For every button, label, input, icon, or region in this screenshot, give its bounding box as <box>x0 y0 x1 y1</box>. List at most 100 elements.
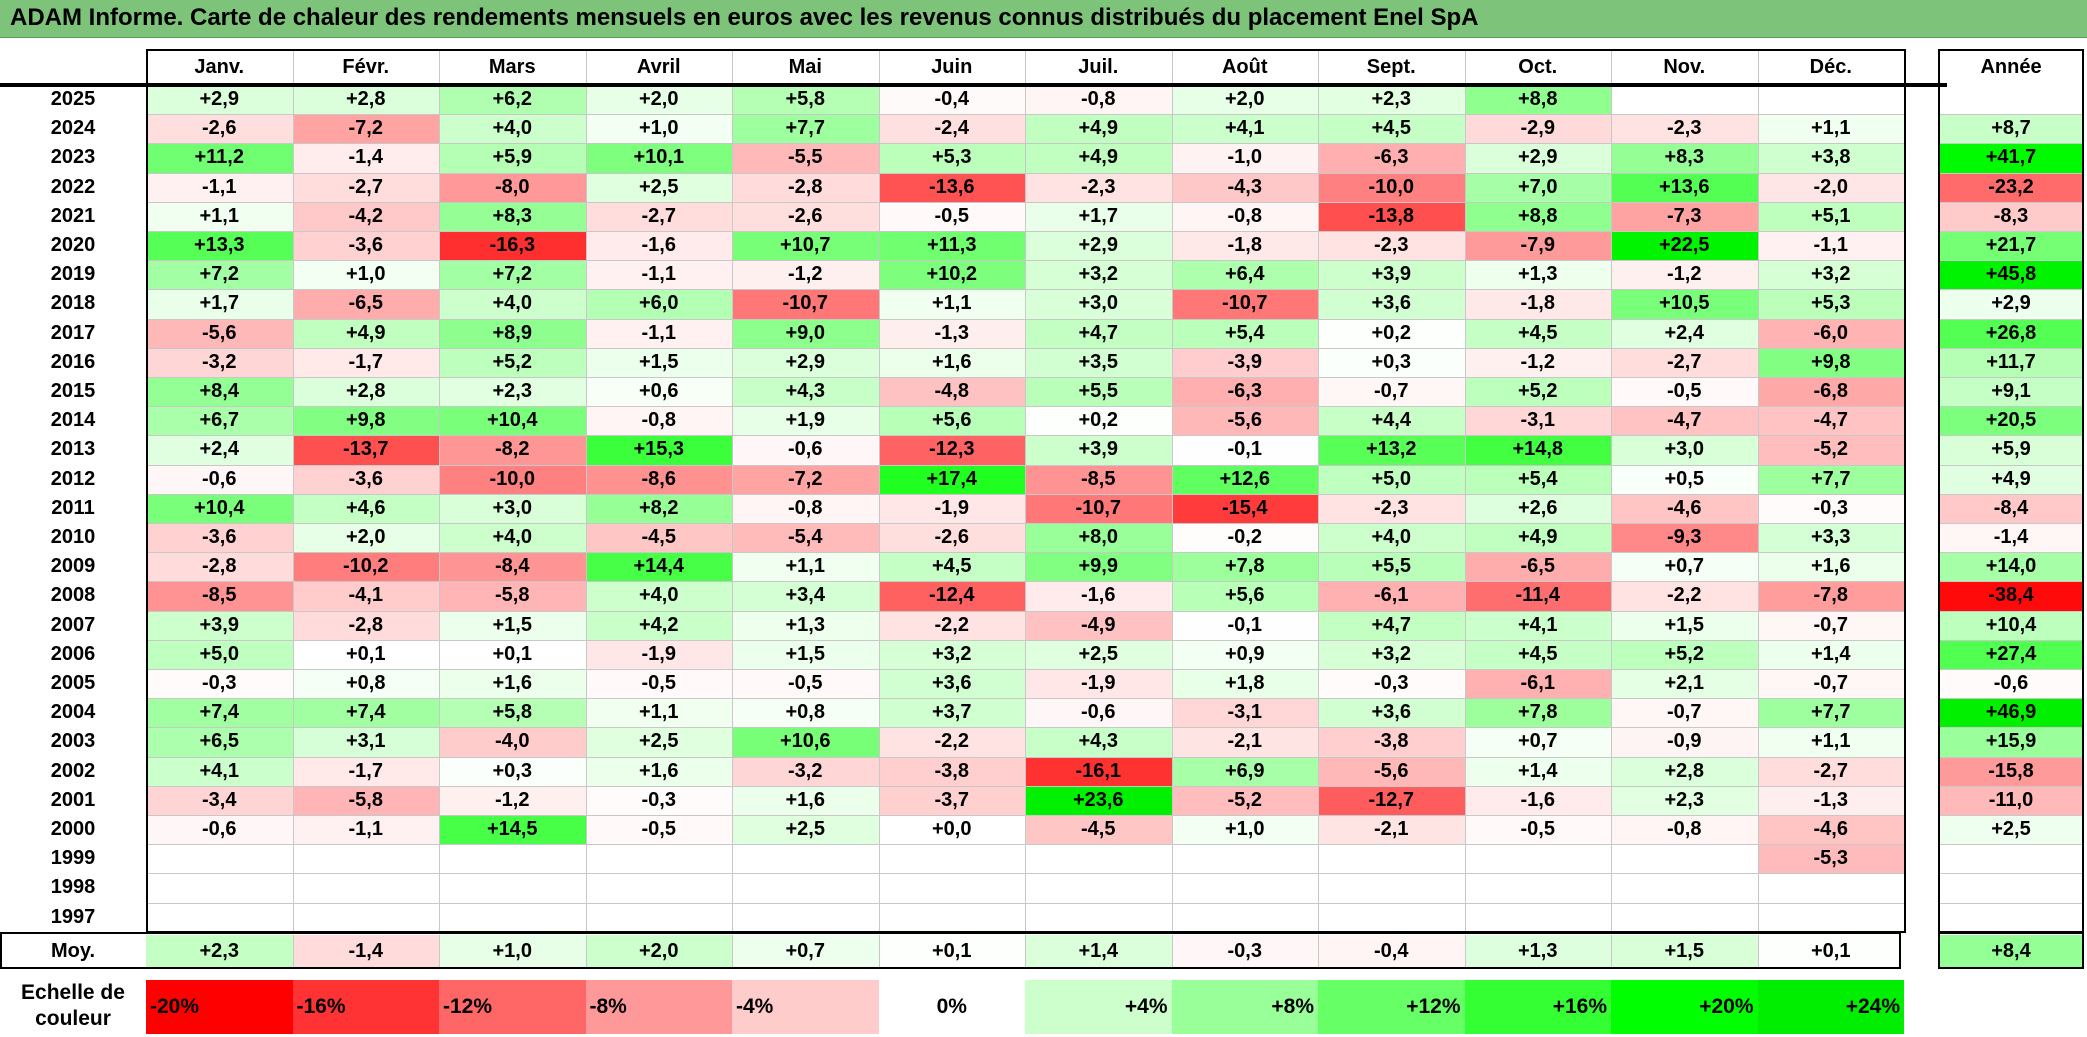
row-year-label: 2017 <box>50 321 96 344</box>
heatmap-cell: +2,8 <box>292 377 439 407</box>
heatmap-cell: -1,1 <box>585 260 732 290</box>
month-header-6: Juin <box>931 56 973 78</box>
heatmap-cell: +8,4 <box>146 377 293 407</box>
heatmap-cell: -6,5 <box>1464 552 1611 582</box>
column-divider <box>439 51 440 932</box>
heatmap-cell: +8,8 <box>1464 201 1611 231</box>
heatmap-cell <box>732 902 879 932</box>
heatmap-cell <box>292 902 439 932</box>
heatmap-cell <box>732 873 879 903</box>
heatmap-cell: +3,5 <box>1025 347 1172 377</box>
column-divider <box>732 51 733 932</box>
heatmap-cell: +23,6 <box>1025 785 1172 815</box>
column-divider <box>1611 51 1612 932</box>
heatmap-cell: +0,6 <box>585 377 732 407</box>
heatmap-cell: +4,7 <box>1025 318 1172 348</box>
heatmap-cell: +2,0 <box>292 523 439 553</box>
annual-cell <box>1938 902 2084 932</box>
heatmap-cell: -7,8 <box>1757 581 1904 611</box>
heatmap-cell <box>585 873 732 903</box>
heatmap-cell <box>146 844 293 874</box>
row-divider <box>1938 493 2084 495</box>
color-scale-swatch: -12% <box>439 980 586 1034</box>
heatmap-cell: -1,4 <box>292 143 439 173</box>
row-divider <box>1938 231 2084 232</box>
heatmap-cell: -0,8 <box>1171 201 1318 231</box>
heatmap-cell: +4,7 <box>1318 610 1465 640</box>
heatmap-cell: -0,9 <box>1611 727 1758 757</box>
annual-cell: -8,4 <box>1938 493 2084 523</box>
heatmap-cell: +5,4 <box>1171 318 1318 348</box>
heatmap-cell: -0,5 <box>732 669 879 699</box>
heatmap-cell: -8,5 <box>1025 464 1172 494</box>
heatmap-cell: +17,4 <box>878 464 1025 494</box>
heatmap-cell <box>439 873 586 903</box>
heatmap-cell: +5,3 <box>1757 289 1904 319</box>
row-divider <box>1938 523 2084 524</box>
heatmap-cell <box>585 902 732 932</box>
heatmap-cell: +3,3 <box>1757 523 1904 553</box>
heatmap-cell: -0,5 <box>1464 815 1611 845</box>
heatmap-cell: +5,0 <box>1318 464 1465 494</box>
row-divider <box>1938 815 2084 816</box>
heatmap-cell: -10,0 <box>439 464 586 494</box>
heatmap-cell: -8,0 <box>439 172 586 202</box>
heatmap-cell: -0,6 <box>1025 698 1172 728</box>
heatmap-cell: -2,7 <box>585 201 732 231</box>
heatmap-cell: -0,3 <box>1318 669 1465 699</box>
heatmap-cell: -3,8 <box>1318 727 1465 757</box>
heatmap-cell: +5,0 <box>146 639 293 669</box>
heatmap-cell: -2,8 <box>732 172 879 202</box>
heatmap-cell: +5,8 <box>439 698 586 728</box>
row-year-label: 2024 <box>50 117 96 140</box>
heatmap-cell: +2,9 <box>1025 231 1172 261</box>
heatmap-cell: +0,2 <box>1025 406 1172 436</box>
heatmap-cell: -8,6 <box>585 464 732 494</box>
heatmap-cell: +5,6 <box>1171 581 1318 611</box>
heatmap-cell: -0,7 <box>1611 698 1758 728</box>
heatmap-cell: +8,3 <box>1611 143 1758 173</box>
annual-cell: +21,7 <box>1938 231 2084 261</box>
heatmap-cell: -2,8 <box>292 610 439 640</box>
row-divider <box>1938 844 2084 846</box>
heatmap-cell: -0,5 <box>585 815 732 845</box>
heatmap-cell: -1,1 <box>585 318 732 348</box>
heatmap-cell: -0,8 <box>732 493 879 523</box>
heatmap-cell: -5,3 <box>1757 844 1904 874</box>
row-year-label: 2010 <box>50 526 96 549</box>
heatmap-cell: +1,1 <box>146 201 293 231</box>
annual-cell: -38,4 <box>1938 581 2084 611</box>
heatmap-cell: +3,9 <box>1318 260 1465 290</box>
heatmap-cell: -10,7 <box>1171 289 1318 319</box>
annual-cell: +20,5 <box>1938 406 2084 436</box>
heatmap-cell: +7,7 <box>1757 698 1904 728</box>
heatmap-cell: +1,9 <box>732 406 879 436</box>
heatmap-cell: +7,2 <box>439 260 586 290</box>
column-divider <box>878 935 880 967</box>
color-scale-swatch: +20% <box>1611 980 1758 1034</box>
row-year-label: 2022 <box>50 175 96 198</box>
heatmap-cell: -2,6 <box>732 201 879 231</box>
heatmap-cell: +3,4 <box>732 581 879 611</box>
column-divider <box>292 51 294 932</box>
row-year-label: 2005 <box>50 672 96 695</box>
heatmap-cell: -1,6 <box>1025 581 1172 611</box>
heatmap-cell: +2,9 <box>732 347 879 377</box>
heatmap-cell: -5,6 <box>1171 406 1318 436</box>
row-divider <box>1938 143 2084 145</box>
heatmap-cell: -2,0 <box>1757 172 1904 202</box>
heatmap-cell: +5,5 <box>1318 552 1465 582</box>
average-cell: +1,4 <box>1025 935 1172 967</box>
heatmap-cell: +10,7 <box>732 231 879 261</box>
heatmap-cell: -2,3 <box>1318 231 1465 261</box>
heatmap-cell: -13,8 <box>1318 201 1465 231</box>
heatmap-cell: -0,6 <box>146 815 293 845</box>
heatmap-cell: +2,8 <box>292 85 439 115</box>
row-divider <box>1938 172 2084 174</box>
heatmap-cell: +11,3 <box>878 231 1025 261</box>
heatmap-cell: +0,5 <box>1611 464 1758 494</box>
column-divider <box>1464 935 1466 967</box>
color-scale-swatch: +24% <box>1757 980 1904 1034</box>
heatmap-cell: -1,1 <box>1757 231 1904 261</box>
